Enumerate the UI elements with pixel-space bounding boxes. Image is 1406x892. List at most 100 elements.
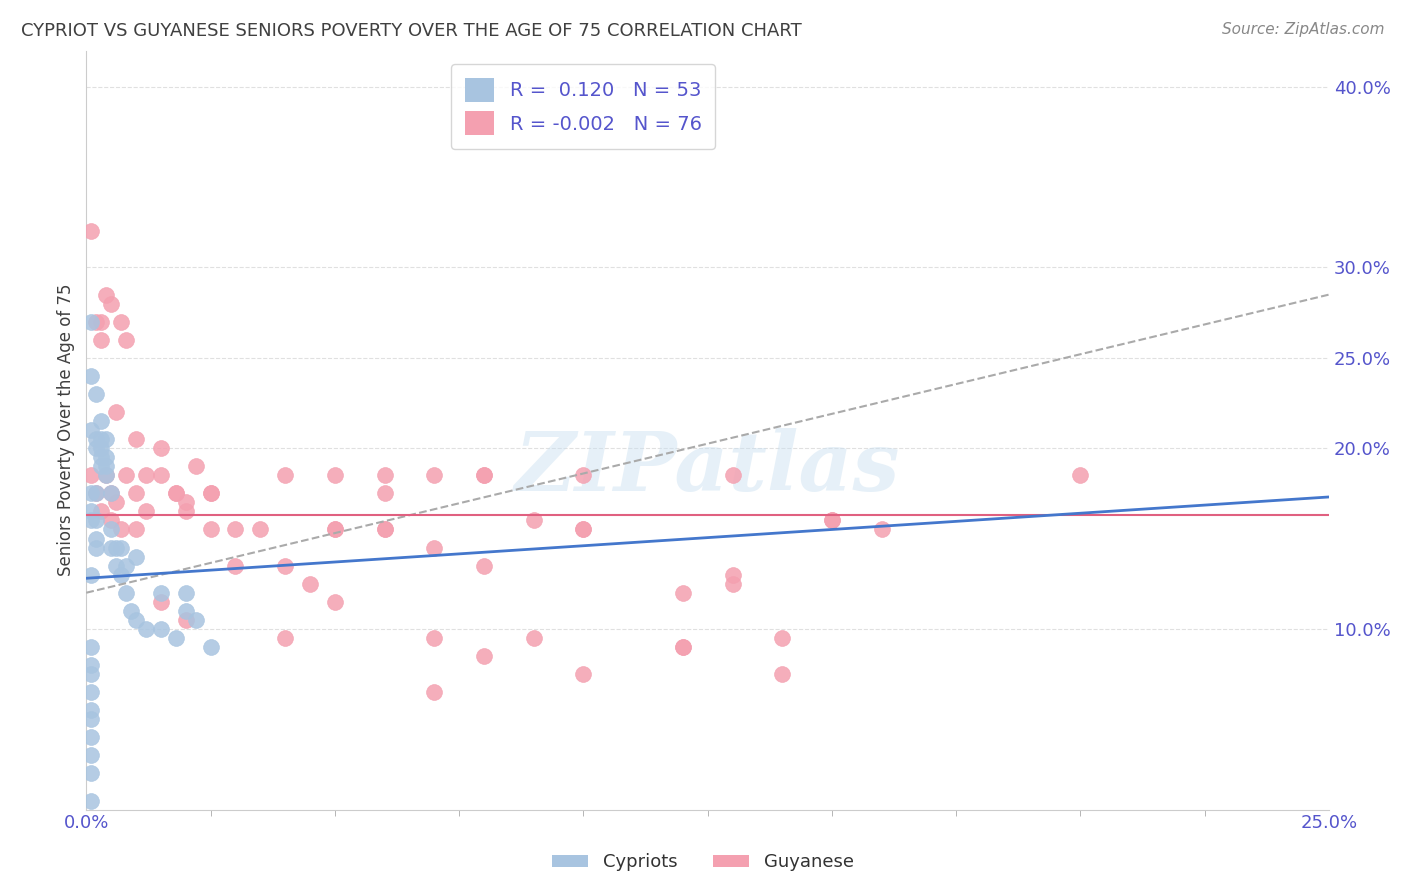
- Point: [721, 576, 744, 591]
- Point: [323, 468, 346, 483]
- Point: [135, 622, 157, 636]
- Point: [472, 648, 495, 663]
- Point: [80, 712, 103, 726]
- Point: [125, 549, 148, 564]
- Point: [80, 685, 103, 699]
- Point: [149, 622, 172, 636]
- Point: [323, 595, 346, 609]
- Point: [184, 613, 207, 627]
- Point: [100, 523, 122, 537]
- Point: [80, 658, 103, 673]
- Point: [80, 513, 103, 527]
- Point: [523, 513, 546, 527]
- Point: [423, 468, 446, 483]
- Point: [224, 558, 246, 573]
- Point: [80, 731, 103, 745]
- Point: [572, 523, 595, 537]
- Point: [200, 486, 222, 500]
- Point: [184, 459, 207, 474]
- Point: [100, 296, 122, 310]
- Point: [165, 486, 187, 500]
- Point: [224, 523, 246, 537]
- Point: [572, 523, 595, 537]
- Point: [110, 541, 132, 555]
- Point: [84, 315, 107, 329]
- Point: [80, 703, 103, 717]
- Point: [298, 576, 321, 591]
- Point: [274, 631, 297, 645]
- Point: [374, 486, 396, 500]
- Point: [249, 523, 271, 537]
- Point: [672, 640, 695, 654]
- Point: [125, 432, 148, 446]
- Point: [84, 486, 107, 500]
- Point: [472, 558, 495, 573]
- Point: [770, 667, 793, 681]
- Point: [472, 468, 495, 483]
- Point: [200, 523, 222, 537]
- Legend: Cypriots, Guyanese: Cypriots, Guyanese: [546, 847, 860, 879]
- Point: [523, 631, 546, 645]
- Point: [115, 333, 138, 347]
- Point: [84, 513, 107, 527]
- Point: [80, 640, 103, 654]
- Point: [110, 523, 132, 537]
- Point: [274, 468, 297, 483]
- Point: [374, 523, 396, 537]
- Point: [423, 541, 446, 555]
- Point: [90, 441, 112, 455]
- Point: [374, 523, 396, 537]
- Point: [672, 585, 695, 599]
- Point: [174, 495, 197, 509]
- Point: [84, 532, 107, 546]
- Point: [374, 468, 396, 483]
- Point: [90, 504, 112, 518]
- Point: [115, 558, 138, 573]
- Point: [1069, 468, 1091, 483]
- Point: [572, 468, 595, 483]
- Point: [821, 513, 844, 527]
- Point: [84, 486, 107, 500]
- Point: [870, 523, 893, 537]
- Text: CYPRIOT VS GUYANESE SENIORS POVERTY OVER THE AGE OF 75 CORRELATION CHART: CYPRIOT VS GUYANESE SENIORS POVERTY OVER…: [21, 22, 801, 40]
- Point: [274, 558, 297, 573]
- Point: [96, 432, 118, 446]
- Point: [84, 441, 107, 455]
- Point: [96, 468, 118, 483]
- Point: [96, 450, 118, 465]
- Point: [80, 423, 103, 437]
- Point: [80, 667, 103, 681]
- Point: [105, 541, 128, 555]
- Point: [135, 504, 157, 518]
- Point: [80, 748, 103, 763]
- Point: [115, 585, 138, 599]
- Point: [100, 541, 122, 555]
- Point: [80, 224, 103, 238]
- Point: [472, 468, 495, 483]
- Point: [135, 468, 157, 483]
- Point: [100, 486, 122, 500]
- Point: [115, 468, 138, 483]
- Point: [80, 368, 103, 383]
- Point: [149, 585, 172, 599]
- Point: [96, 459, 118, 474]
- Point: [80, 504, 103, 518]
- Point: [84, 432, 107, 446]
- Point: [80, 315, 103, 329]
- Point: [572, 667, 595, 681]
- Point: [423, 631, 446, 645]
- Point: [149, 595, 172, 609]
- Point: [100, 513, 122, 527]
- Point: [80, 567, 103, 582]
- Point: [721, 468, 744, 483]
- Point: [96, 468, 118, 483]
- Y-axis label: Seniors Poverty Over the Age of 75: Seniors Poverty Over the Age of 75: [58, 284, 75, 576]
- Point: [90, 414, 112, 428]
- Point: [90, 459, 112, 474]
- Point: [174, 613, 197, 627]
- Point: [110, 567, 132, 582]
- Point: [80, 468, 103, 483]
- Point: [120, 604, 142, 618]
- Point: [105, 558, 128, 573]
- Point: [105, 405, 128, 419]
